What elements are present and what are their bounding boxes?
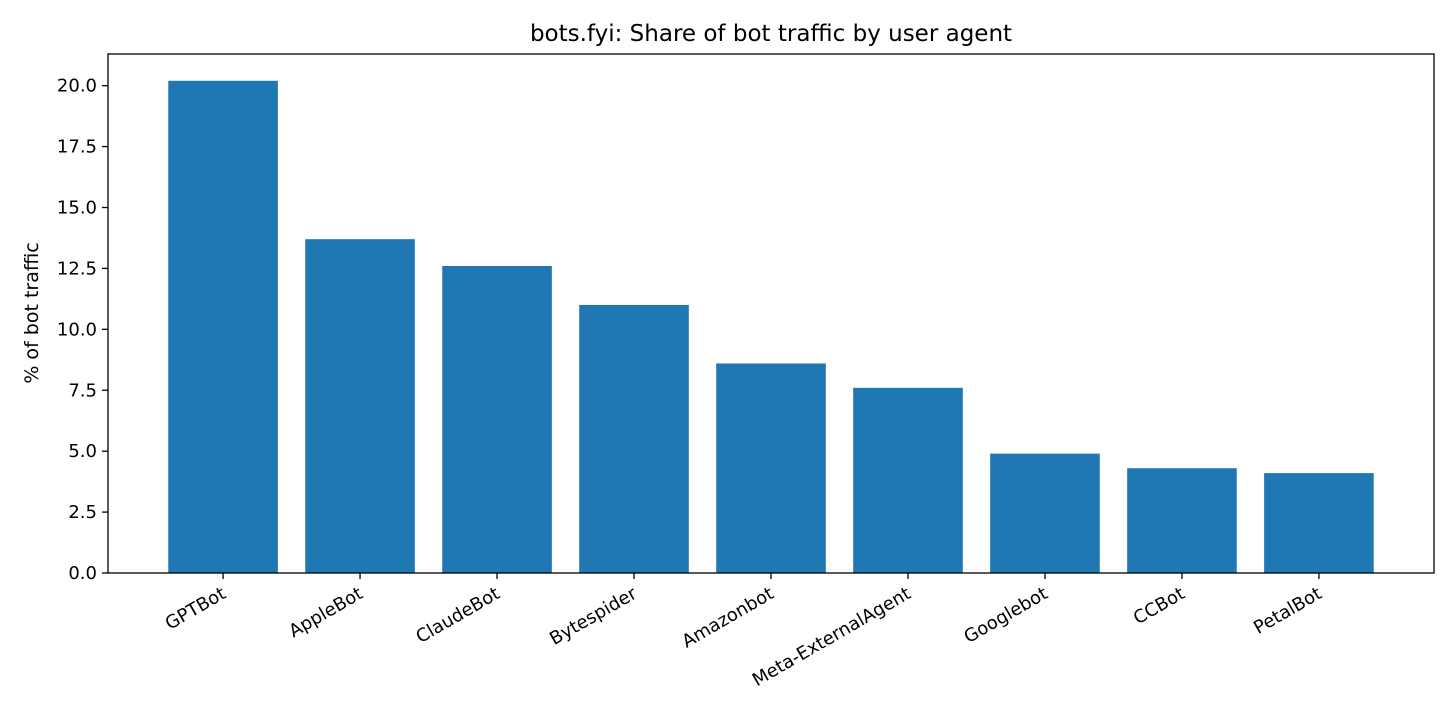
- y-tick-label: 5.0: [68, 441, 97, 462]
- bar-applebot: [305, 239, 415, 573]
- bar-claudebot: [442, 265, 552, 573]
- y-tick-label: 10.0: [57, 319, 97, 340]
- bar-gptbot: [168, 80, 278, 574]
- x-tick-label: PetalBot: [1250, 583, 1325, 639]
- bar-googlebot: [990, 453, 1100, 573]
- y-tick-label: 20.0: [57, 76, 97, 97]
- bar-amazonbot: [716, 363, 826, 573]
- y-axis-label: % of bot traffic: [21, 242, 43, 383]
- bars-group: [168, 80, 1374, 574]
- x-tick-label: AppleBot: [285, 583, 366, 642]
- x-tick-label: CCBot: [1130, 583, 1189, 629]
- y-tick-label: 12.5: [57, 258, 97, 279]
- bar-petalbot: [1264, 473, 1374, 573]
- y-tick-label: 7.5: [68, 380, 97, 401]
- x-tick-label: Bytespider: [546, 583, 641, 650]
- y-tick-label: 15.0: [57, 198, 97, 219]
- bar-meta-externalagent: [853, 387, 963, 573]
- y-tick-label: 17.5: [57, 137, 97, 158]
- bar-bytespider: [579, 304, 689, 573]
- bar-ccbot: [1127, 468, 1237, 573]
- axes-frame: [107, 53, 1435, 574]
- y-tick-label: 2.5: [68, 502, 97, 523]
- y-axis-ticks: 0.0 2.5 5.0 7.5 10.0 12.5 15.0 17.5 20.0: [57, 76, 108, 584]
- y-tick-label: 0.0: [68, 563, 97, 584]
- x-tick-label: GPTBot: [162, 583, 230, 634]
- x-axis-ticks: GPTBot AppleBot ClaudeBot Bytespider Amazonb…: [162, 573, 1325, 691]
- x-tick-label: ClaudeBot: [413, 583, 504, 648]
- x-tick-label: Googlebot: [960, 583, 1051, 648]
- chart-title: bots.fyi: Share of bot traffic by user a…: [530, 21, 1012, 47]
- x-tick-label: Amazonbot: [678, 583, 777, 652]
